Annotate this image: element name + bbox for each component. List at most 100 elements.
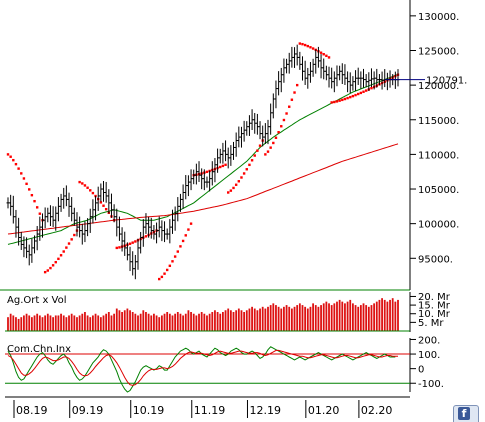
price-ohlc-bars [6,44,400,280]
volume-bar [158,317,161,331]
volume-bar [145,312,147,331]
sar-dot [165,268,169,272]
sar-dot [67,242,71,245]
volume-bar [232,312,235,331]
price-y-tick-label: 100000. [418,220,459,231]
volume-bar [375,301,378,331]
sar-dot [134,240,137,243]
volume-bar [272,303,275,331]
sar-dot [237,180,241,183]
volume-bar [147,313,150,331]
volume-bar [317,306,320,331]
volume-bar [367,306,370,331]
volume-bar [46,313,49,331]
volume-bar [139,313,142,331]
volume-bar [70,313,73,331]
volume-bar [30,317,33,331]
volume-bar [357,306,360,331]
sar-dot [306,44,309,48]
sar-dot [22,177,26,180]
volume-bar [57,315,60,331]
price-panel: 130000. 125000. 120000. 115000. 110000. 10500… [5,0,467,290]
sar-dot [30,193,34,197]
volume-bar [195,315,198,331]
volume-bar [113,313,116,331]
facebook-share-button[interactable]: f [453,405,479,422]
volume-bar [160,315,163,331]
volume-bar [190,312,192,331]
volume-bar [264,308,267,331]
volume-bar [12,315,15,331]
sar-dot [83,184,87,187]
volume-bar [99,317,102,331]
volume-bar [383,299,386,331]
sar-dot [181,239,185,243]
sar-dot [224,163,227,166]
sar-dot [349,95,352,99]
volume-bar [354,305,357,331]
volume-y-tick-label: 5. Mr [418,318,444,329]
sar-dot [187,228,190,231]
sar-dot [94,194,97,198]
price-y-tick-label: 105000. [418,185,459,196]
sar-dot [54,260,57,264]
sar-dot [303,43,307,47]
volume-bar [397,299,399,331]
volume-bar [118,310,121,331]
volume-bar [349,299,352,331]
volume-bar [378,299,381,331]
volume-bar [394,301,397,331]
volume-y-tick-label: 15. Mr [418,301,451,312]
oscillator-y-tick-label: 200. [418,335,440,346]
oscillator-y-ticks: 200. 100. 0 -100. [410,335,444,390]
volume-bar [78,315,81,331]
sar-dot [102,204,105,207]
volume-bar [89,317,92,331]
sar-dot [335,100,339,103]
sar-dot [248,163,251,167]
volume-bar [155,315,158,331]
volume-bar [322,303,325,331]
sar-dot [144,235,148,238]
facebook-icon: f [458,407,470,420]
sar-dot [118,246,121,249]
sar-dot [81,182,84,185]
sar-dot [9,155,12,158]
volume-bars [7,298,399,331]
sar-dot [256,149,259,152]
sar-dot [333,100,336,104]
volume-bar [208,313,211,331]
volume-bar [306,308,309,331]
volume-panel-title: Ag.Ort x Vol [7,295,67,306]
volume-bar [198,313,200,331]
sar-dot [322,53,325,56]
volume-bar [129,310,131,331]
volume-bar [381,298,383,331]
volume-bar [261,306,264,331]
sar-dot [227,191,230,194]
price-y-tick-label: 130000. [418,12,459,23]
volume-bar [171,315,174,331]
volume-bar [25,313,28,331]
sar-dot [171,260,174,263]
volume-bar [28,315,31,331]
sar-dot [234,183,238,186]
sar-dot [86,186,89,189]
sar-dot [309,46,312,49]
volume-bar [60,313,62,331]
oscillator-y-tick-label: 0 [418,365,424,376]
volume-bar [288,306,291,331]
sar-dot [57,257,60,261]
volume-bar [184,313,187,331]
volume-bar [68,315,70,331]
volume-bar [216,312,219,331]
sar-dot [115,246,118,250]
volume-bar [346,301,349,331]
sar-dot [282,118,286,122]
sar-dot [46,269,49,272]
sar-dot [346,96,349,100]
volume-bar [221,312,224,331]
sar-dot [17,167,20,170]
sar-dot [293,91,296,94]
oscillator-green-line [7,346,396,393]
